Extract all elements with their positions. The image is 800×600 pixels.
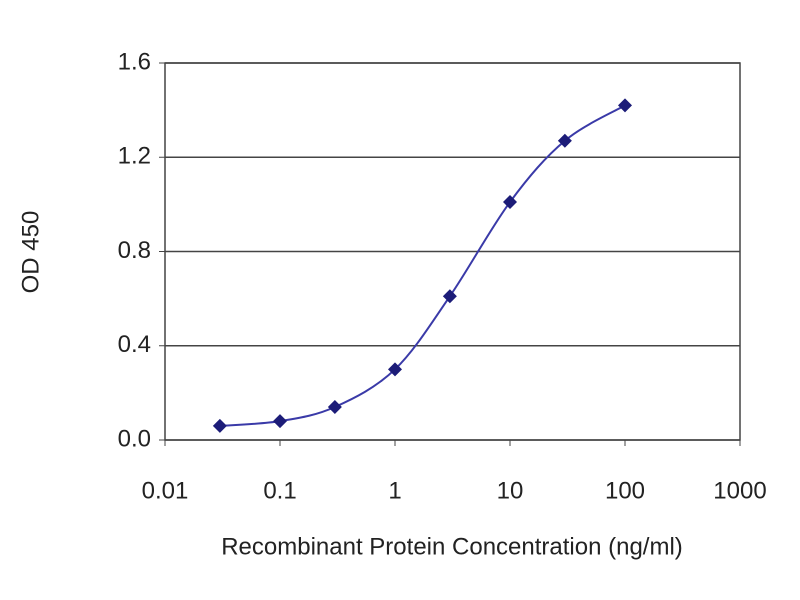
data-point — [442, 289, 457, 304]
data-point — [212, 418, 227, 433]
data-point — [327, 400, 342, 415]
y-tick-label: 0.4 — [118, 331, 151, 358]
y-tick-label: 1.2 — [118, 143, 151, 170]
y-tick-label: 0.0 — [118, 425, 151, 452]
data-point — [557, 133, 572, 148]
x-tick-label: 0.01 — [142, 477, 189, 504]
data-point — [503, 195, 517, 210]
data-point — [388, 362, 402, 377]
x-tick-label: 1 — [388, 477, 401, 504]
y-axis-label: OD 450 — [17, 211, 44, 294]
data-line — [219, 104, 626, 427]
x-tick-label: 0.1 — [263, 477, 296, 504]
y-tick-label: 1.6 — [118, 48, 151, 75]
y-tick-label: 0.8 — [118, 237, 151, 264]
data-point — [273, 414, 287, 429]
data-point — [618, 98, 632, 113]
x-tick-label: 10 — [497, 477, 524, 504]
x-tick-label: 100 — [605, 477, 645, 504]
x-axis-label: Recombinant Protein Concentration (ng/ml… — [221, 533, 683, 560]
x-tick-label: 1000 — [713, 477, 766, 504]
